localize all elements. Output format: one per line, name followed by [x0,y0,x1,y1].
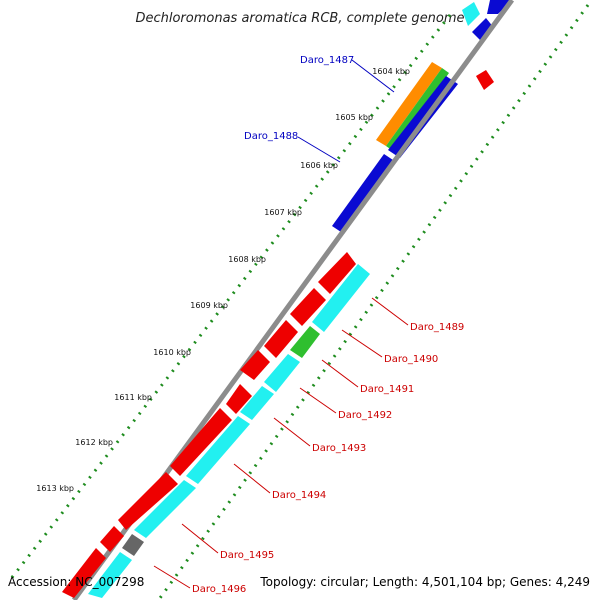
gene-label-daro-1493[interactable]: Daro_1493 [312,443,366,454]
gene-feature[interactable] [462,2,480,26]
gene-label-daro-1495[interactable]: Daro_1495 [220,550,274,561]
gene-feature[interactable] [240,350,270,380]
gene-label-daro-1491[interactable]: Daro_1491 [360,384,414,395]
gene-label-daro-1496[interactable]: Daro_1496 [192,584,246,595]
gene-daro-1487-green[interactable] [386,68,449,151]
gene-feature[interactable] [318,252,356,294]
gene-daro-1495[interactable] [122,534,144,556]
gene-daro-1492[interactable] [240,386,274,420]
tick-label: 1611 kbp [114,393,152,402]
gene-daro-1494[interactable] [134,480,196,538]
gene-daro-1489[interactable] [312,264,370,332]
tick-label: 1604 kbp [372,67,410,76]
gene-label-daro-1489[interactable]: Daro_1489 [410,322,464,333]
gene-feature[interactable] [62,548,106,598]
gene-label-daro-1494[interactable]: Daro_1494 [272,490,326,501]
tick-label: 1609 kbp [190,301,228,310]
gene-daro-1491[interactable] [264,354,300,392]
gene-feature[interactable] [487,0,512,14]
leader-line [181,523,219,554]
leader-line [321,359,359,388]
tick-label: 1612 kbp [75,438,113,447]
leader-line [153,565,191,589]
gene-label-daro-1488[interactable]: Daro_1488 [244,131,298,142]
accession-text: Accession: NC_007298 [8,575,144,589]
gene-feature[interactable] [290,288,326,326]
gene-feature[interactable] [264,320,298,358]
tick-label: 1608 kbp [228,255,266,264]
gc-track-outer [8,14,452,581]
leader-line [273,417,311,447]
tick-label: 1610 kbp [153,348,191,357]
gene-label-daro-1490[interactable]: Daro_1490 [384,354,438,365]
genome-title: Dechloromonas aromatica RCB, complete ge… [135,11,464,26]
gene-feature[interactable] [170,408,232,476]
gene-label-daro-1492[interactable]: Daro_1492 [338,410,392,421]
leader-line [341,329,383,358]
gene-feature[interactable] [472,18,494,42]
gene-daro-1490[interactable] [290,326,320,358]
gene-feature[interactable] [118,472,178,530]
gene-label-daro-1487[interactable]: Daro_1487 [300,55,354,66]
leader-line [233,463,271,494]
tick-label: 1606 kbp [300,161,338,170]
tick-label: 1605 kbp [335,113,373,122]
gene-daro-1487-orange[interactable] [376,62,442,146]
tick-label: 1613 kbp [36,484,74,493]
leader-line [371,297,409,326]
leader-line [351,59,395,93]
gene-feature[interactable] [100,526,124,552]
gene-feature[interactable] [476,70,494,90]
gene-feature[interactable] [332,154,396,234]
gene-feature[interactable] [226,384,252,414]
summary-text: Topology: circular; Length: 4,501,104 bp… [259,575,590,589]
gene-daro-1496[interactable] [88,552,132,598]
leader-line [297,136,341,163]
leader-line [299,387,337,414]
gene-daro-1493[interactable] [186,416,250,484]
tick-label: 1607 kbp [264,208,302,217]
